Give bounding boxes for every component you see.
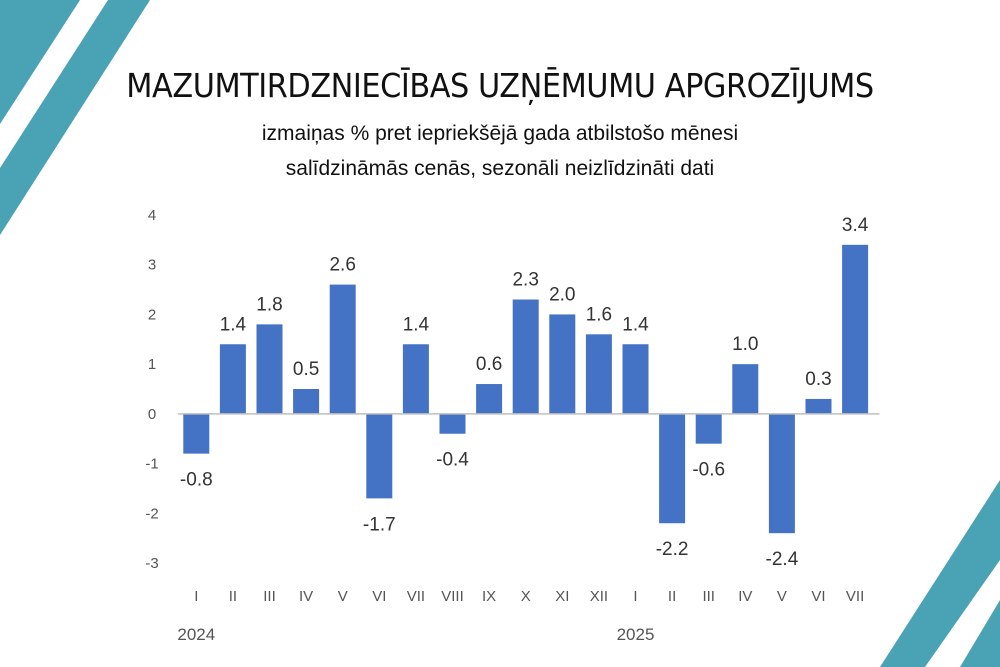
x-year-label: 2025 bbox=[617, 625, 655, 644]
x-category-label: V bbox=[338, 588, 348, 605]
bar bbox=[696, 414, 722, 444]
data-label: -1.7 bbox=[363, 514, 396, 535]
x-year-label: 2024 bbox=[177, 625, 215, 644]
y-tick-label: -3 bbox=[145, 555, 158, 572]
x-category-label: V bbox=[777, 588, 787, 605]
data-label: -0.8 bbox=[180, 470, 213, 491]
bar bbox=[293, 389, 319, 414]
x-category-label: VI bbox=[372, 588, 386, 605]
x-category-label: VII bbox=[407, 588, 425, 605]
data-label: 0.5 bbox=[293, 359, 319, 380]
x-category-label: XII bbox=[590, 588, 608, 605]
bar bbox=[806, 399, 832, 414]
x-axis-years: 2024 2025 bbox=[177, 625, 654, 644]
x-category-label: III bbox=[702, 588, 715, 605]
x-category-label: VIII bbox=[441, 588, 464, 605]
x-axis-categories: I II III IV V VI VII VIII IX X XI XII I II III IV V VI VII bbox=[194, 588, 864, 605]
bar bbox=[586, 334, 612, 414]
bar bbox=[366, 414, 392, 499]
x-category-label: VI bbox=[811, 588, 825, 605]
x-category-label: I bbox=[633, 588, 637, 605]
data-label: -0.6 bbox=[692, 460, 725, 481]
x-category-label: X bbox=[521, 588, 531, 605]
y-tick-label: 3 bbox=[148, 257, 156, 274]
data-label: 1.4 bbox=[403, 314, 430, 335]
x-category-label: VII bbox=[846, 588, 864, 605]
data-label: 1.4 bbox=[622, 314, 649, 335]
y-tick-label: 1 bbox=[148, 356, 156, 373]
x-category-label: XI bbox=[555, 588, 569, 605]
bar bbox=[403, 344, 429, 414]
data-label: -2.2 bbox=[656, 539, 689, 560]
data-label: 1.6 bbox=[586, 304, 612, 325]
data-label: -2.4 bbox=[766, 549, 799, 570]
data-label: 1.0 bbox=[732, 334, 758, 355]
bar bbox=[257, 324, 283, 413]
bar bbox=[220, 344, 246, 414]
x-category-label: II bbox=[229, 588, 237, 605]
data-label: 0.6 bbox=[476, 354, 502, 375]
bar bbox=[842, 245, 868, 414]
x-category-label: III bbox=[263, 588, 276, 605]
bar bbox=[732, 364, 758, 414]
y-axis-ticks: 4 3 2 1 0 -1 -2 -3 bbox=[145, 207, 158, 572]
data-label: 1.8 bbox=[256, 294, 282, 315]
bar bbox=[330, 285, 356, 414]
data-label: 2.0 bbox=[549, 284, 575, 305]
y-tick-label: 2 bbox=[148, 306, 156, 323]
y-tick-label: -1 bbox=[145, 456, 158, 473]
y-tick-label: 0 bbox=[148, 406, 156, 423]
x-category-label: II bbox=[668, 588, 676, 605]
data-label: 1.4 bbox=[220, 314, 247, 335]
y-tick-label: -2 bbox=[145, 505, 158, 522]
bar bbox=[440, 414, 466, 434]
data-label: 0.3 bbox=[805, 369, 831, 390]
y-tick-label: 4 bbox=[148, 207, 156, 224]
data-label: 2.3 bbox=[512, 270, 538, 291]
bar bbox=[659, 414, 685, 523]
data-label: 2.6 bbox=[329, 255, 355, 276]
data-label: 3.4 bbox=[842, 215, 869, 236]
x-category-label: IV bbox=[738, 588, 752, 605]
bar bbox=[183, 414, 209, 454]
bar bbox=[623, 344, 649, 414]
x-category-label: IV bbox=[299, 588, 313, 605]
bar bbox=[476, 384, 502, 414]
bar bbox=[769, 414, 795, 533]
data-label: -0.4 bbox=[436, 450, 469, 471]
bar bbox=[513, 300, 539, 414]
x-category-label: I bbox=[194, 588, 198, 605]
bar bbox=[549, 314, 575, 413]
x-category-label: IX bbox=[482, 588, 496, 605]
